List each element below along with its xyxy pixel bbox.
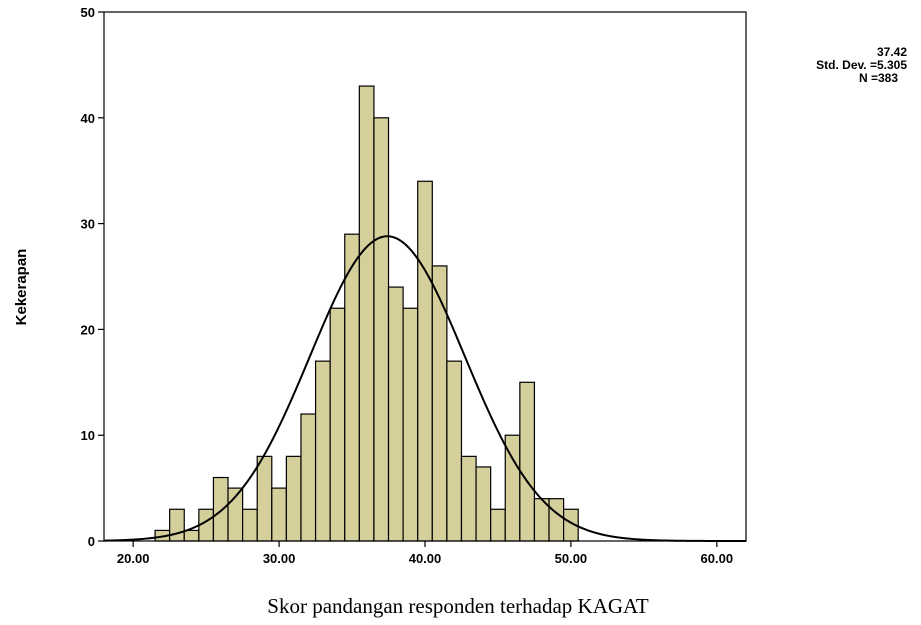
bars-group	[154, 85, 579, 542]
y-tick-label: 50	[81, 5, 95, 20]
normal-curve	[103, 235, 746, 542]
histogram-bar	[402, 307, 419, 542]
y-axis-label: Kekerapan	[13, 249, 30, 326]
histogram-bar	[358, 85, 375, 542]
x-tick-label: 40.00	[409, 551, 442, 566]
y-tick-label: 20	[81, 322, 95, 337]
histogram-bar	[387, 286, 404, 542]
histogram-bar	[446, 360, 463, 542]
y-tick-label: 40	[81, 111, 95, 126]
histogram-bar	[460, 455, 477, 542]
histogram-bar	[256, 455, 273, 542]
y-tick-label: 10	[81, 428, 95, 443]
histogram-bar	[490, 508, 506, 542]
histogram-bar	[271, 487, 287, 542]
histogram-bar	[417, 180, 433, 542]
x-tick-label: 60.00	[701, 551, 734, 566]
histogram-bar	[314, 360, 331, 542]
histogram-bar	[475, 466, 492, 542]
stat-std-dev: Std. Dev. =5.305	[816, 58, 907, 72]
histogram-bar	[242, 508, 258, 542]
histogram-bar	[285, 455, 302, 542]
histogram-bar	[183, 529, 200, 542]
histogram-bar	[329, 307, 346, 542]
histogram-bar	[344, 233, 360, 542]
stat-n: N =383	[859, 71, 898, 85]
y-tick-label: 30	[81, 217, 95, 232]
stat-mean: 37.42	[877, 45, 907, 59]
histogram-bar	[548, 498, 565, 542]
histogram-bar	[169, 508, 185, 542]
x-tick-label: 30.00	[263, 551, 296, 566]
y-tick-label: 0	[88, 534, 95, 549]
x-tick-label: 50.00	[555, 551, 588, 566]
histogram-bar	[300, 413, 317, 542]
histogram-bar	[212, 476, 229, 542]
x-tick-label: 20.00	[117, 551, 150, 566]
histogram-bar	[519, 381, 536, 542]
histogram-bar	[373, 117, 390, 542]
axes-group: 0 10 20 30 40 50 20.00 30.00 40.00 50.00 60.00	[81, 5, 734, 566]
x-axis-label: Skor pandangan responden terhadap KAGAT	[267, 594, 649, 618]
